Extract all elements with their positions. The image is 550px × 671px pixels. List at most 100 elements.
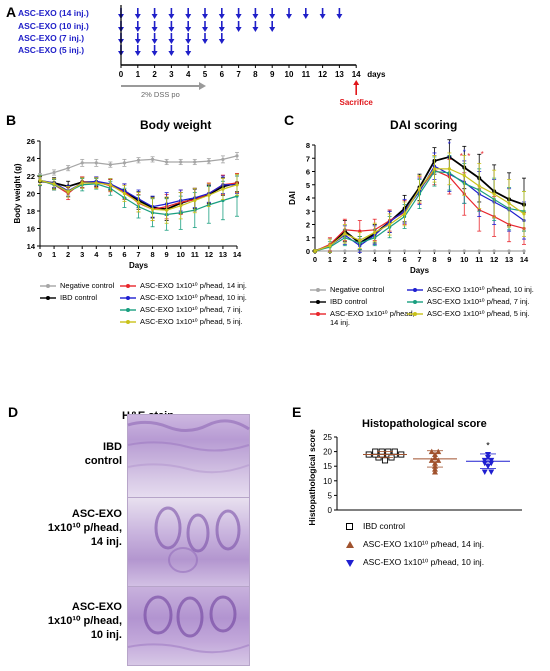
x-tick-label: 8 xyxy=(150,250,154,259)
data-point xyxy=(358,238,362,242)
legend-label: ASC-EXO 1x10¹⁰ p/head, 14 inj. xyxy=(363,539,485,549)
significance-star: * xyxy=(486,441,490,451)
injection-arrowhead xyxy=(134,27,141,32)
data-point xyxy=(481,469,488,476)
data-point xyxy=(507,201,511,205)
data-point xyxy=(481,457,488,464)
timeline-tick-label: 10 xyxy=(285,70,294,79)
injection-arrowhead xyxy=(185,39,192,44)
data-point xyxy=(488,460,495,467)
y-tick-label: 3 xyxy=(306,207,310,216)
data-point xyxy=(522,249,526,253)
legend-swatch xyxy=(40,284,56,289)
legend-marker xyxy=(346,540,354,548)
timeline-tick-label: 4 xyxy=(186,70,191,79)
injection-arrowhead xyxy=(218,39,225,44)
data-point xyxy=(388,249,392,253)
panel-label-e: E xyxy=(292,404,302,420)
sacrifice-arrowhead xyxy=(353,80,360,85)
significance-star: * xyxy=(467,152,470,161)
sacrifice-label: Sacrifice xyxy=(340,98,374,107)
significance-star: * xyxy=(463,148,466,157)
legend-item: ASC-EXO 1x10¹⁰ p/head, 7 inj. xyxy=(407,297,530,306)
timeline-tick-label: 1 xyxy=(136,70,141,79)
data-point xyxy=(80,181,84,185)
group-label: ASC-EXO (7 inj.) xyxy=(18,33,84,43)
data-point xyxy=(122,191,127,196)
y-tick-label: 0 xyxy=(328,506,333,515)
y-axis-label: DAI xyxy=(288,191,297,205)
data-point xyxy=(432,466,438,472)
injection-arrowhead xyxy=(202,14,208,19)
legend-swatch-dot xyxy=(126,284,130,289)
injection-arrowhead xyxy=(151,27,158,32)
legend-swatch-dot xyxy=(413,300,417,305)
timeline-tick-label: 3 xyxy=(169,70,174,79)
legend-label: IBD control xyxy=(60,293,98,302)
dss-label: 2% DSS po xyxy=(141,90,180,99)
injection-arrowhead xyxy=(235,27,242,32)
legend-label: ASC-EXO 1x10¹⁰ p/head, 5 inj. xyxy=(140,317,243,326)
y-tick-label: 15 xyxy=(323,462,332,471)
injection-arrowhead xyxy=(202,39,208,44)
he-label-10inj: ASC-EXO 1x10¹⁰ p/head, 10 inj. xyxy=(30,600,122,642)
data-point xyxy=(417,249,422,253)
data-point xyxy=(432,167,437,171)
injection-arrowhead xyxy=(168,14,175,19)
data-point xyxy=(343,232,347,236)
injection-arrowhead xyxy=(235,14,242,19)
data-point xyxy=(388,222,392,227)
timeline-tick-label: 11 xyxy=(302,70,311,79)
timeline-tick-label: 12 xyxy=(318,70,327,79)
he-label-14inj: ASC-EXO 1x10¹⁰ p/head, 14 inj. xyxy=(30,507,122,549)
data-point xyxy=(417,187,422,191)
legend-swatch-dot xyxy=(316,288,320,293)
data-point xyxy=(165,160,169,164)
legend-swatch xyxy=(310,312,326,317)
injection-arrowhead xyxy=(168,39,175,44)
legend-marker xyxy=(346,522,353,530)
data-point xyxy=(150,207,155,211)
timeline-tick-label: 5 xyxy=(203,70,208,79)
legend-label-cont: 14 inj. xyxy=(330,318,351,328)
he-label-line: 14 inj. xyxy=(90,536,122,548)
data-point xyxy=(435,448,442,455)
x-tick-label: 12 xyxy=(490,255,498,264)
injection-arrowhead xyxy=(151,39,158,44)
x-tick-label: 7 xyxy=(417,255,421,264)
data-point xyxy=(221,157,225,161)
legend-label: ASC-EXO 1x10¹⁰ p/head, 5 inj. xyxy=(427,309,530,318)
injection-arrowhead xyxy=(168,51,175,56)
x-tick-label: 10 xyxy=(460,255,468,264)
data-point xyxy=(477,184,481,188)
injection-arrowhead xyxy=(319,14,326,19)
panel-label-b: B xyxy=(6,112,17,128)
legend-swatch xyxy=(40,296,56,301)
legend-label: Negative control xyxy=(60,281,115,290)
timeline-tick-label: 9 xyxy=(270,70,275,79)
x-tick-label: 1 xyxy=(328,255,332,264)
data-point xyxy=(492,249,496,253)
legend-swatch-dot xyxy=(126,296,130,301)
legend-label: ASC-EXO 1x10¹⁰ p/head, 10 inj. xyxy=(363,557,485,567)
injection-arrowhead xyxy=(202,27,208,32)
injection-arrowhead xyxy=(269,14,276,19)
legend-item: ASC-EXO 1x10¹⁰ p/head, 5 inj. xyxy=(407,309,530,318)
y-tick-label: 22 xyxy=(27,172,35,181)
legend-swatch xyxy=(120,320,136,325)
he-label-line: 1x10¹⁰ p/head, xyxy=(47,522,122,534)
data-point xyxy=(428,457,435,463)
x-axis-label: Days xyxy=(410,266,430,275)
x-tick-label: 5 xyxy=(108,250,112,259)
injection-arrowhead xyxy=(302,14,309,19)
data-point xyxy=(179,160,183,164)
data-point xyxy=(328,244,332,248)
injection-arrowhead xyxy=(252,27,259,32)
legend-swatch-dot xyxy=(126,320,130,325)
x-axis-label: Days xyxy=(129,261,149,270)
y-tick-label: 16 xyxy=(27,225,35,234)
x-tick-label: 2 xyxy=(343,255,347,264)
legend-label: ASC-EXO 1x10¹⁰ p/head, 10 inj. xyxy=(140,293,247,302)
data-point xyxy=(313,249,317,253)
